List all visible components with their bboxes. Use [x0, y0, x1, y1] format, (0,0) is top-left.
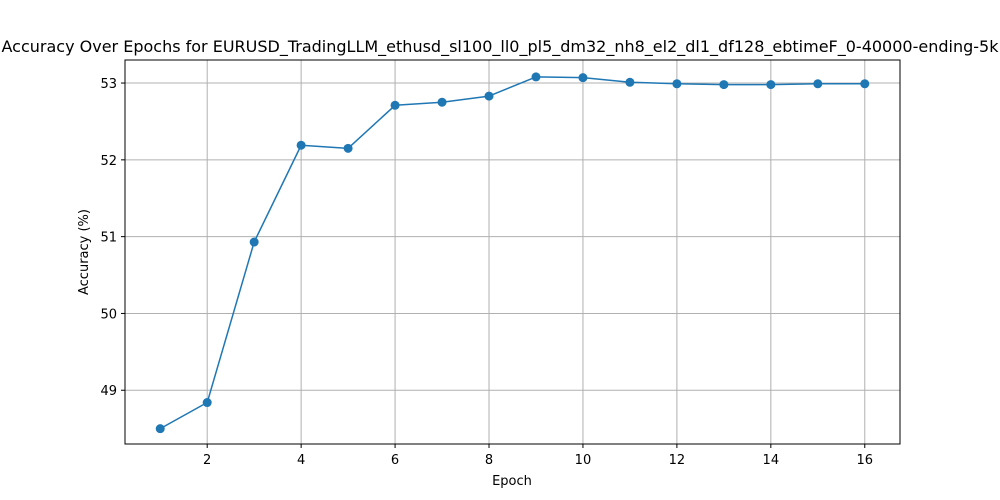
data-point [625, 77, 635, 87]
x-tick-label: 6 [391, 453, 399, 468]
y-tick-label: 52 [100, 154, 117, 169]
x-tick-label: 8 [485, 453, 493, 468]
y-tick-label: 53 [100, 77, 117, 92]
data-point [860, 79, 870, 89]
data-point [766, 80, 776, 90]
data-point [672, 79, 682, 89]
data-point [578, 73, 588, 83]
data-point [343, 143, 353, 153]
data-point [484, 91, 494, 101]
data-point [296, 140, 306, 150]
data-point [155, 424, 165, 434]
series [155, 72, 870, 434]
y-tick-label: 50 [100, 307, 117, 322]
data-point [202, 398, 212, 408]
x-tick-label: 12 [669, 453, 686, 468]
data-point [437, 97, 447, 107]
data-point [719, 80, 729, 90]
data-point [531, 72, 541, 82]
data-point [813, 79, 823, 89]
y-axis-label: Accuracy (%) [77, 209, 92, 295]
x-tick-label: 2 [203, 453, 211, 468]
x-tick-label: 10 [575, 453, 592, 468]
y-tick-label: 51 [100, 231, 117, 246]
x-tick-label: 16 [856, 453, 873, 468]
data-point [390, 100, 400, 110]
chart-title: Accuracy Over Epochs for EURUSD_TradingL… [2, 37, 1000, 57]
plot-area [124, 59, 901, 445]
x-tick-label: 14 [763, 453, 780, 468]
x-tick-label: 4 [297, 453, 305, 468]
series-line [159, 76, 865, 430]
y-tick-label: 49 [100, 384, 117, 399]
x-axis-label: Epoch [492, 474, 532, 489]
axis-ticks: 2 4 6 8 10 12 14 16 49 50 51 52 53 [100, 77, 873, 468]
data-point [249, 237, 259, 247]
